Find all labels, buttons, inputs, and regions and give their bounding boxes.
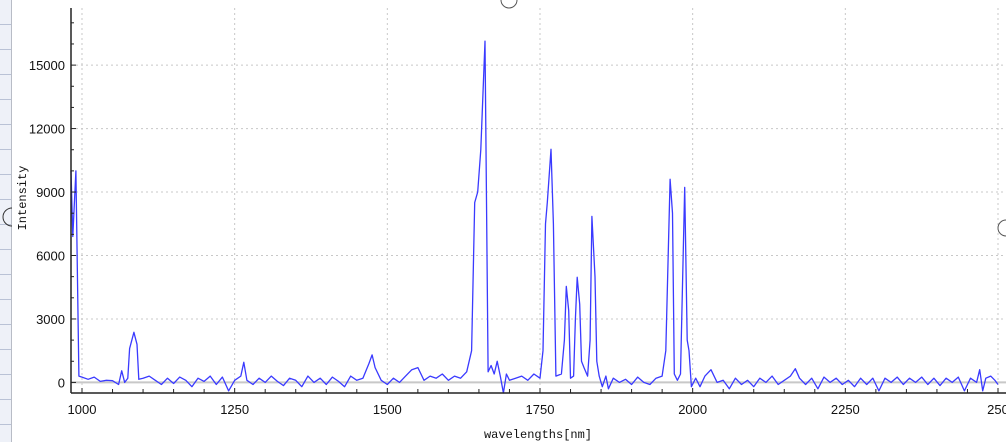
x-tick-label: 1750 [526,402,555,417]
grid [71,8,1006,393]
x-tick-label: 250 [987,402,1006,417]
x-tick-labels: 1000 1250 1500 1750 2000 2250 250 [68,402,1006,417]
y-axis-title: Intensity [16,166,30,231]
y-tick-label: 6000 [36,249,65,264]
x-axis-title: wavelengths[nm] [484,428,592,442]
y-tick-label: 0 [58,375,65,390]
y-tick-label: 3000 [36,312,65,327]
x-tick-label: 1250 [220,402,249,417]
series-line [70,40,999,394]
side-panel-edge [0,0,12,442]
x-tick-label: 2000 [678,402,707,417]
series-layer [70,40,999,394]
x-tick-label: 1000 [68,402,97,417]
resize-handle-right-icon[interactable] [997,219,1006,237]
resize-handle-left-icon[interactable] [2,207,13,227]
y-tick-labels: 0 3000 6000 9000 12000 15000 [29,58,65,390]
resize-handle-top-icon[interactable] [500,0,518,9]
x-tick-label: 1500 [373,402,402,417]
y-tick-label: 9000 [36,185,65,200]
x-tick-label: 2250 [831,402,860,417]
y-tick-label: 12000 [29,122,65,137]
axes [70,8,1006,394]
y-tick-label: 15000 [29,58,65,73]
